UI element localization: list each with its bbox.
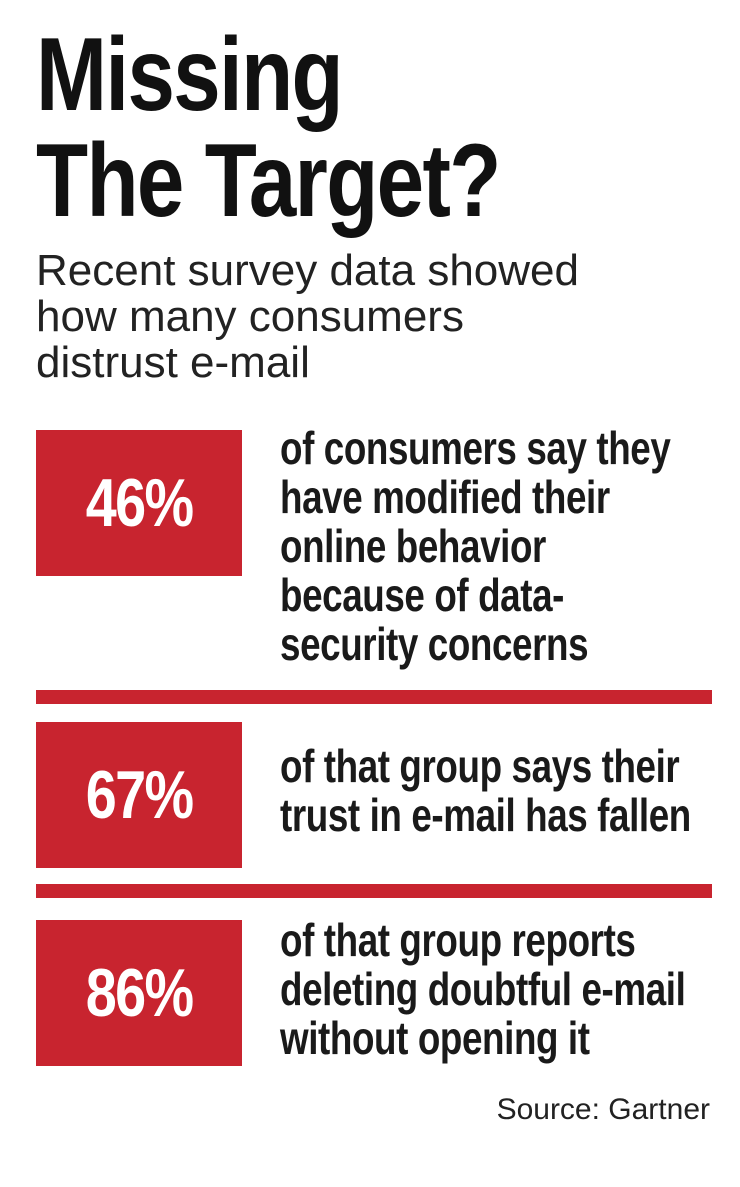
stat-text-line: without opening it (280, 1012, 590, 1064)
stat-text-line: of consumers say they (280, 422, 671, 474)
page-title: Missing The Target? (36, 22, 594, 234)
stat-text-line: online behavior (280, 520, 546, 572)
stat-value: 67% (85, 757, 194, 833)
subtitle-line-2: how many consumers (36, 292, 464, 341)
stat-text-line: of that group says their (280, 740, 680, 792)
divider (36, 884, 712, 898)
stat-description: of that group reports deleting doubtful … (280, 914, 686, 1064)
subtitle: Recent survey data showed how many consu… (36, 248, 656, 386)
stat-text-line: trust in e-mail has fallen (280, 789, 691, 841)
stat-value: 46% (85, 465, 194, 541)
stat-badge: 86% (36, 920, 242, 1066)
subtitle-line-1: Recent survey data showed (36, 246, 579, 295)
source-credit: Source: Gartner (496, 1093, 710, 1126)
title-line-1: Missing (36, 17, 344, 133)
stat-badge: 67% (36, 722, 242, 868)
stat-text-line: deleting doubtful e-mail (280, 963, 686, 1015)
stat-description: of consumers say they have modified thei… (280, 424, 680, 669)
subtitle-line-3: distrust e-mail (36, 338, 310, 387)
stat-text-line: have modified their (280, 471, 610, 523)
title-line-2: The Target? (36, 123, 501, 239)
stat-text-line: because of data- (280, 569, 564, 621)
stat-text-line: security concerns (280, 618, 589, 670)
stat-value: 86% (85, 955, 194, 1031)
stat-text-line: of that group reports (280, 914, 636, 966)
stat-badge: 46% (36, 430, 242, 576)
stat-description: of that group says their trust in e-mail… (280, 740, 691, 841)
divider (36, 690, 712, 704)
